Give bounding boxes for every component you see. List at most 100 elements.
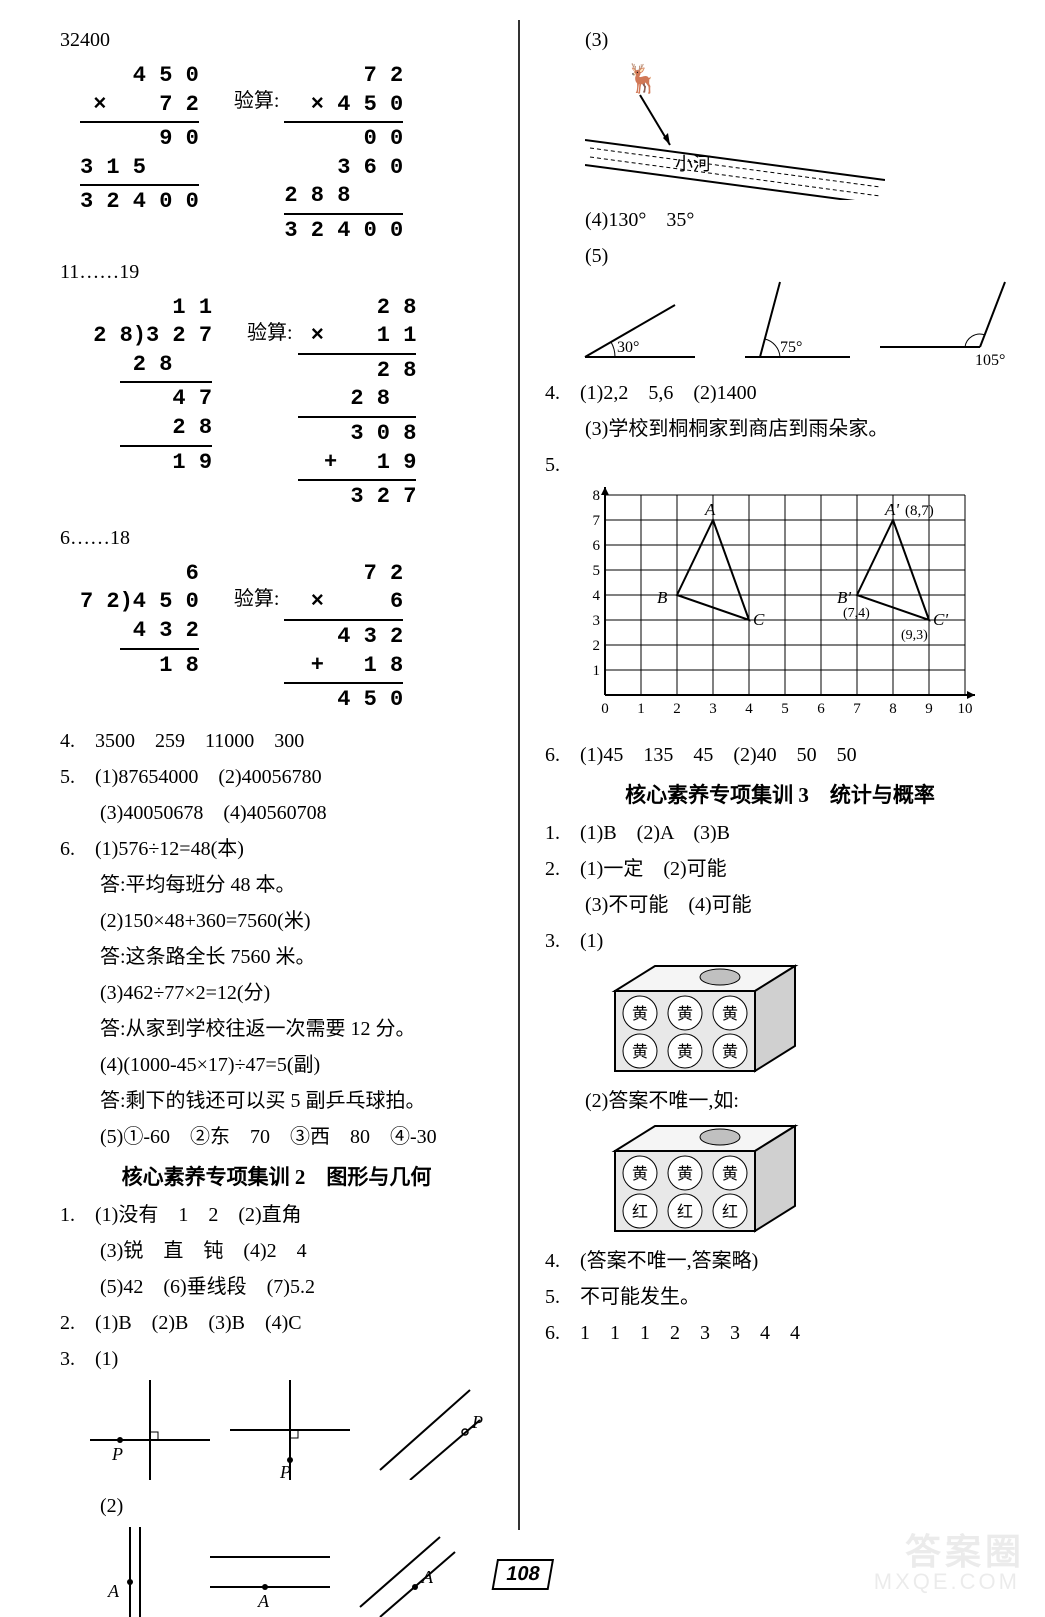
svg-text:0: 0 — [601, 701, 609, 717]
svg-text:5: 5 — [781, 701, 789, 717]
svg-text:A': A' — [884, 500, 899, 519]
text: (4)130° 35° — [545, 204, 1015, 236]
svg-text:P: P — [111, 1444, 123, 1464]
text: (3)40050678 (4)40560708 — [60, 797, 493, 829]
figure-3-1: P P P — [90, 1380, 493, 1480]
svg-text:P: P — [279, 1462, 291, 1480]
text: (5)①-60 ②东 70 ③西 80 ④-30 — [60, 1121, 493, 1153]
text: 1. (1)没有 1 2 (2)直角 — [60, 1199, 493, 1231]
text: 1. (1)B (2)A (3)B — [545, 817, 1015, 849]
svg-text:🦌: 🦌 — [625, 62, 660, 95]
text: (3) — [545, 24, 1015, 56]
svg-text:C': C' — [933, 610, 948, 629]
svg-text:10: 10 — [958, 701, 973, 717]
svg-text:7: 7 — [593, 513, 601, 529]
verify-label: 验算: — [234, 84, 280, 113]
svg-text:C: C — [753, 610, 765, 629]
svg-text:7: 7 — [853, 701, 861, 717]
text: (3)学校到桐桐家到商店到雨朵家。 — [545, 413, 1015, 445]
svg-text:红: 红 — [632, 1203, 648, 1221]
svg-text:A: A — [107, 1581, 120, 1601]
watermark-url: MXQE.COM — [874, 1569, 1020, 1595]
text: 4. (1)2,2 5,6 (2)1400 — [545, 377, 1015, 409]
svg-text:(8,7): (8,7) — [905, 503, 934, 519]
svg-text:8: 8 — [889, 701, 897, 717]
angle-figures: 30° 75° 105° — [575, 277, 1015, 367]
svg-text:2: 2 — [593, 638, 601, 654]
text: 5. 不可能发生。 — [545, 1281, 1015, 1313]
page-number: 108 — [494, 1559, 551, 1590]
section-title-3: 核心素养专项集训 3 统计与概率 — [545, 779, 1015, 809]
svg-text:小河: 小河 — [675, 154, 711, 174]
svg-text:黄: 黄 — [632, 1005, 648, 1023]
svg-text:4: 4 — [745, 701, 753, 717]
figure-3-2: A A A — [90, 1527, 493, 1617]
text: 32400 — [60, 24, 493, 56]
section-title-2: 核心素养专项集训 2 图形与几何 — [60, 1161, 493, 1191]
coordinate-grid: 012345678910 12345678 A B C A' (8,7) B' … — [575, 485, 995, 735]
vertical-calc-1: 4 5 0 × 7 2 9 0 3 1 5 3 2 4 0 0 验算: 7 2 … — [80, 62, 493, 246]
text: 5. (1)87654000 (2)40056780 — [60, 761, 493, 793]
svg-text:A: A — [257, 1591, 270, 1611]
text: 6. (1)576÷12=48(本) — [60, 833, 493, 865]
text: 5. — [545, 449, 1015, 481]
text: (4)(1000-45×17)÷47=5(副) — [60, 1049, 493, 1081]
svg-text:3: 3 — [593, 613, 601, 629]
svg-text:黄: 黄 — [632, 1165, 648, 1183]
text: (5)42 (6)垂线段 (7)5.2 — [60, 1271, 493, 1303]
svg-text:30°: 30° — [617, 339, 639, 356]
deer-river-figure: 🦌 小河 — [585, 60, 885, 200]
text: (3)不可能 (4)可能 — [545, 889, 1015, 921]
text: 3. (1) — [545, 925, 1015, 957]
text: 答:从家到学校往返一次需要 12 分。 — [60, 1013, 493, 1045]
svg-text:红: 红 — [722, 1203, 738, 1221]
svg-text:9: 9 — [925, 701, 933, 717]
svg-text:黄: 黄 — [722, 1005, 738, 1023]
svg-text:黄: 黄 — [632, 1043, 648, 1061]
text: 答:剩下的钱还可以买 5 副乒乓球拍。 — [60, 1085, 493, 1117]
svg-text:黄: 黄 — [677, 1005, 693, 1023]
svg-text:6: 6 — [593, 538, 601, 554]
text: 2. (1)一定 (2)可能 — [545, 853, 1015, 885]
svg-text:黄: 黄 — [722, 1043, 738, 1061]
text: 3. (1) — [60, 1343, 493, 1375]
text: (5) — [545, 240, 1015, 272]
text: (2)答案不唯一,如: — [545, 1085, 1015, 1117]
svg-text:1: 1 — [593, 663, 601, 679]
svg-text:2: 2 — [673, 701, 681, 717]
svg-text:(9,3): (9,3) — [901, 628, 928, 643]
text: 6. 1 1 1 2 3 3 4 4 — [545, 1317, 1015, 1349]
svg-text:105°: 105° — [975, 352, 1005, 367]
verify-label: 验算: — [247, 316, 293, 345]
vertical-calc-2: 1 1 2 8)3 2 7 2 8 4 7 2 8 1 9 验算: 2 8 × … — [80, 294, 493, 512]
svg-text:黄: 黄 — [677, 1165, 693, 1183]
text: 答:这条路全长 7560 米。 — [60, 941, 493, 973]
svg-text:6: 6 — [817, 701, 825, 717]
text: 6. (1)45 135 45 (2)40 50 50 — [545, 739, 1015, 771]
verify-label: 验算: — [234, 582, 280, 611]
svg-text:75°: 75° — [780, 339, 802, 356]
svg-text:P: P — [471, 1412, 483, 1432]
text: 4. 3500 259 11000 300 — [60, 725, 493, 757]
svg-text:A: A — [421, 1567, 434, 1587]
svg-text:B: B — [657, 588, 668, 607]
svg-text:B': B' — [837, 588, 851, 607]
svg-text:A: A — [704, 500, 716, 519]
text: 答:平均每班分 48 本。 — [60, 869, 493, 901]
text: 6……18 — [60, 522, 493, 554]
svg-text:1: 1 — [637, 701, 645, 717]
text: 4. (答案不唯一,答案略) — [545, 1245, 1015, 1277]
vertical-calc-3: 6 7 2)4 5 0 4 3 2 1 8 验算: 7 2 × 6 4 3 2 … — [80, 560, 493, 715]
text: (2) — [60, 1490, 493, 1522]
svg-text:黄: 黄 — [677, 1043, 693, 1061]
box-figure-2: 黄 黄 黄 红 红 红 — [605, 1121, 865, 1241]
svg-text:黄: 黄 — [722, 1165, 738, 1183]
box-figure-1: 黄 黄 黄 黄 黄 黄 — [605, 961, 865, 1081]
svg-text:红: 红 — [677, 1203, 693, 1221]
text: (2)150×48+360=7560(米) — [60, 905, 493, 937]
svg-text:3: 3 — [709, 701, 717, 717]
svg-text:4: 4 — [593, 588, 601, 604]
svg-text:8: 8 — [593, 488, 601, 504]
svg-text:5: 5 — [593, 563, 601, 579]
watermark-text: 答案圈 — [905, 1523, 1025, 1575]
